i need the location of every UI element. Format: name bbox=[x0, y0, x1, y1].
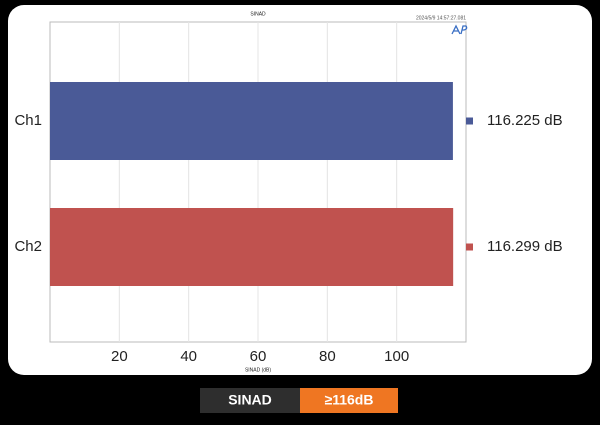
timestamp: 2024/5/9 14:57:27.081 bbox=[416, 15, 466, 21]
y-tick-label: Ch2 bbox=[14, 238, 42, 255]
bar bbox=[50, 208, 454, 286]
legend-marker bbox=[466, 243, 473, 251]
legend-marker bbox=[466, 117, 473, 125]
badge-label: SINAD bbox=[228, 392, 272, 408]
x-tick-label: 60 bbox=[250, 348, 267, 365]
badge-value-box bbox=[300, 388, 398, 413]
value-label: 116.299 dB bbox=[487, 238, 563, 255]
x-axis-label: SINAD (dB) bbox=[245, 367, 271, 373]
x-tick-label: 80 bbox=[319, 348, 336, 365]
x-tick-label: 40 bbox=[180, 348, 197, 365]
value-label: 116.225 dB bbox=[487, 112, 563, 129]
y-tick-label: Ch1 bbox=[14, 112, 42, 129]
badge-value: ≥116dB bbox=[325, 392, 374, 408]
x-tick-label: 100 bbox=[384, 348, 409, 365]
logo bbox=[451, 24, 468, 35]
chart-layer: 20 40 60 80 100 Ch1 116.225 dB Ch2 116.299 dB bbox=[14, 22, 563, 365]
badge-label-box bbox=[200, 388, 300, 413]
x-tick-label: 20 bbox=[111, 348, 128, 365]
bar bbox=[50, 82, 453, 160]
chart-title: SINAD bbox=[250, 11, 266, 17]
